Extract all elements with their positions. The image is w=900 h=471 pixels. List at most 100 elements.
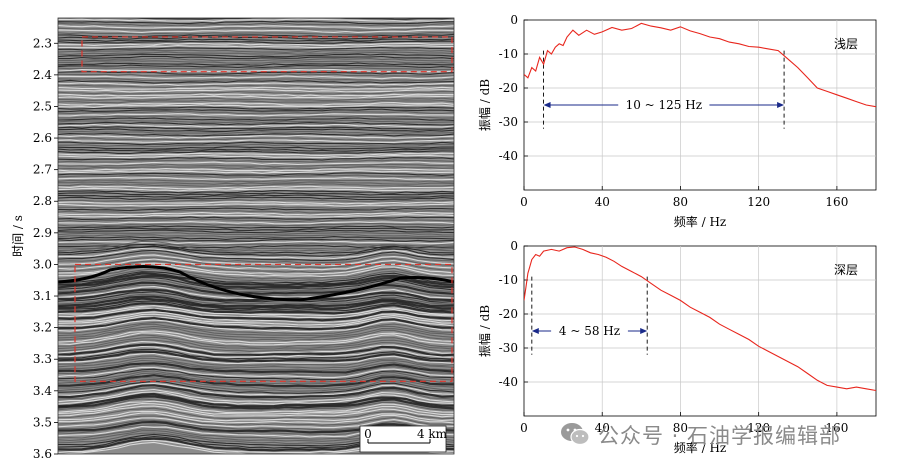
seismic-reflection: [58, 179, 454, 183]
seismic-reflection: [58, 266, 454, 280]
seismic-reflection: [58, 403, 454, 416]
seismic-reflection: [58, 88, 454, 93]
seismic-reflection: [58, 240, 454, 245]
ytick-label: -30: [499, 341, 518, 355]
seismic-reflection: [58, 134, 454, 139]
seismic-reflection: [58, 46, 454, 51]
seismic-reflection: [58, 384, 454, 399]
seismic-reflection: [58, 163, 454, 168]
ytick-label: -10: [499, 273, 518, 287]
spectrum-chart-deep: 0 40 80 120 160 0 -10 -20 -30 -40 4 ~ 58 Hz 深层 频…: [477, 239, 877, 455]
seismic-reflection: [58, 172, 454, 176]
seismic-reflection: [58, 327, 454, 342]
seismic-reflection: [58, 130, 454, 135]
seismic-reflection: [58, 203, 454, 207]
seismic-reflection: [58, 238, 454, 242]
seismic-reflection: [58, 249, 454, 262]
seismic-reflection: [58, 71, 454, 75]
seismic-reflection: [58, 199, 454, 203]
seismic-reflection: [58, 201, 454, 205]
seismic-reflection: [58, 308, 454, 322]
seismic-reflection: [58, 181, 454, 185]
seismic-reflection: [58, 400, 454, 414]
chart1-bandwidth-annotation: 10 ~ 125 Hz: [543, 50, 785, 129]
seismic-reflection: [58, 154, 454, 159]
seismic-reflection: [58, 321, 454, 335]
seismic-reflection: [58, 330, 454, 344]
seismic-reflection: [58, 362, 454, 374]
seismic-reflection: [58, 35, 454, 40]
seismic-reflection: [58, 170, 454, 174]
seismic-ytick-label: 2.4: [33, 68, 52, 82]
seismic-reflection: [58, 75, 454, 80]
seismic-reflection: [58, 323, 454, 337]
seismic-reflection: [58, 334, 454, 348]
seismic-reflection: [58, 51, 454, 56]
seismic-reflection: [58, 25, 454, 29]
seismic-ytick-label: 2.5: [33, 99, 52, 113]
seismic-reflection: [58, 29, 454, 34]
seismic-reflection: [58, 325, 454, 339]
seismic-reflection: [58, 245, 454, 257]
seismic-reflection: [58, 245, 454, 249]
seismic-reflection: [58, 391, 454, 405]
seismic-reflection: [58, 398, 454, 411]
seismic-panel: 2.3 2.4 2.5 2.6 2.7 2.8 2.9 3.0 3.1 3.2 3.3 3.4 3.5 3…: [11, 17, 455, 461]
seismic-reflection: [58, 268, 454, 282]
seismic-ytick-label: 3.0: [33, 257, 52, 271]
seismic-reflection: [58, 73, 454, 77]
seismic-reflection: [58, 417, 454, 429]
seismic-reflection: [58, 383, 454, 396]
ytick-label: -10: [499, 47, 518, 61]
bandwidth-arrowhead: [543, 102, 551, 108]
chart1-ylabel: 振幅 / dB: [477, 79, 492, 131]
seismic-reflection: [58, 194, 454, 198]
seismic-reflection: [58, 315, 454, 328]
seismic-reflection: [58, 257, 454, 269]
chart1-y-ticks: 0 -10 -20 -30 -40: [499, 13, 528, 163]
chart2-x-ticks: 0 40 80 120 160: [520, 412, 848, 435]
seismic-ylabel: 时间 / s: [11, 215, 25, 257]
seismic-reflection: [58, 137, 454, 141]
seismic-reflection: [58, 210, 454, 214]
seismic-reflection: [58, 42, 454, 46]
seismic-reflection: [58, 117, 454, 121]
seismic-reflection: [58, 311, 454, 323]
seismic-reflection: [58, 211, 454, 216]
seismic-reflection: [58, 161, 454, 166]
seismic-reflection: [58, 420, 454, 434]
seismic-reflection: [58, 57, 454, 62]
seismic-reflection: [58, 366, 454, 379]
xtick-label: 160: [825, 421, 848, 435]
seismic-reflection: [58, 22, 454, 27]
seismic-reflection: [58, 141, 454, 146]
seismic-reflection: [58, 121, 454, 126]
seismic-ytick-label: 2.7: [33, 163, 52, 177]
seismic-reflection: [58, 233, 454, 238]
seismic-ytick-label: 2.6: [33, 131, 52, 145]
seismic-reflection: [58, 106, 454, 110]
seismic-ytick-label: 2.9: [33, 226, 52, 240]
xtick-label: 0: [520, 195, 528, 209]
seismic-reflection: [58, 143, 454, 148]
seismic-reflection: [58, 60, 454, 64]
seismic-reflection: [58, 378, 454, 392]
seismic-reflection: [58, 293, 454, 305]
seismic-reflection: [58, 102, 454, 106]
seismic-reflection: [58, 297, 454, 310]
chart2-spectrum-line: [524, 246, 876, 392]
seismic-reflection: [58, 27, 454, 31]
seismic-reflection: [58, 218, 454, 223]
seismic-reflection: [58, 343, 454, 357]
seismic-reflection: [58, 410, 454, 422]
seismic-reflection: [58, 187, 454, 192]
seismic-frame: [57, 17, 455, 455]
ytick-label: 0: [510, 13, 518, 27]
xtick-label: 120: [747, 195, 770, 209]
seismic-reflection: [58, 355, 454, 366]
xtick-label: 40: [595, 421, 610, 435]
seismic-reflection: [58, 313, 454, 326]
seismic-reflection: [58, 345, 454, 358]
seismic-reflection: [58, 357, 454, 369]
chart2-y-ticks: 0 -10 -20 -30 -40: [499, 239, 528, 389]
